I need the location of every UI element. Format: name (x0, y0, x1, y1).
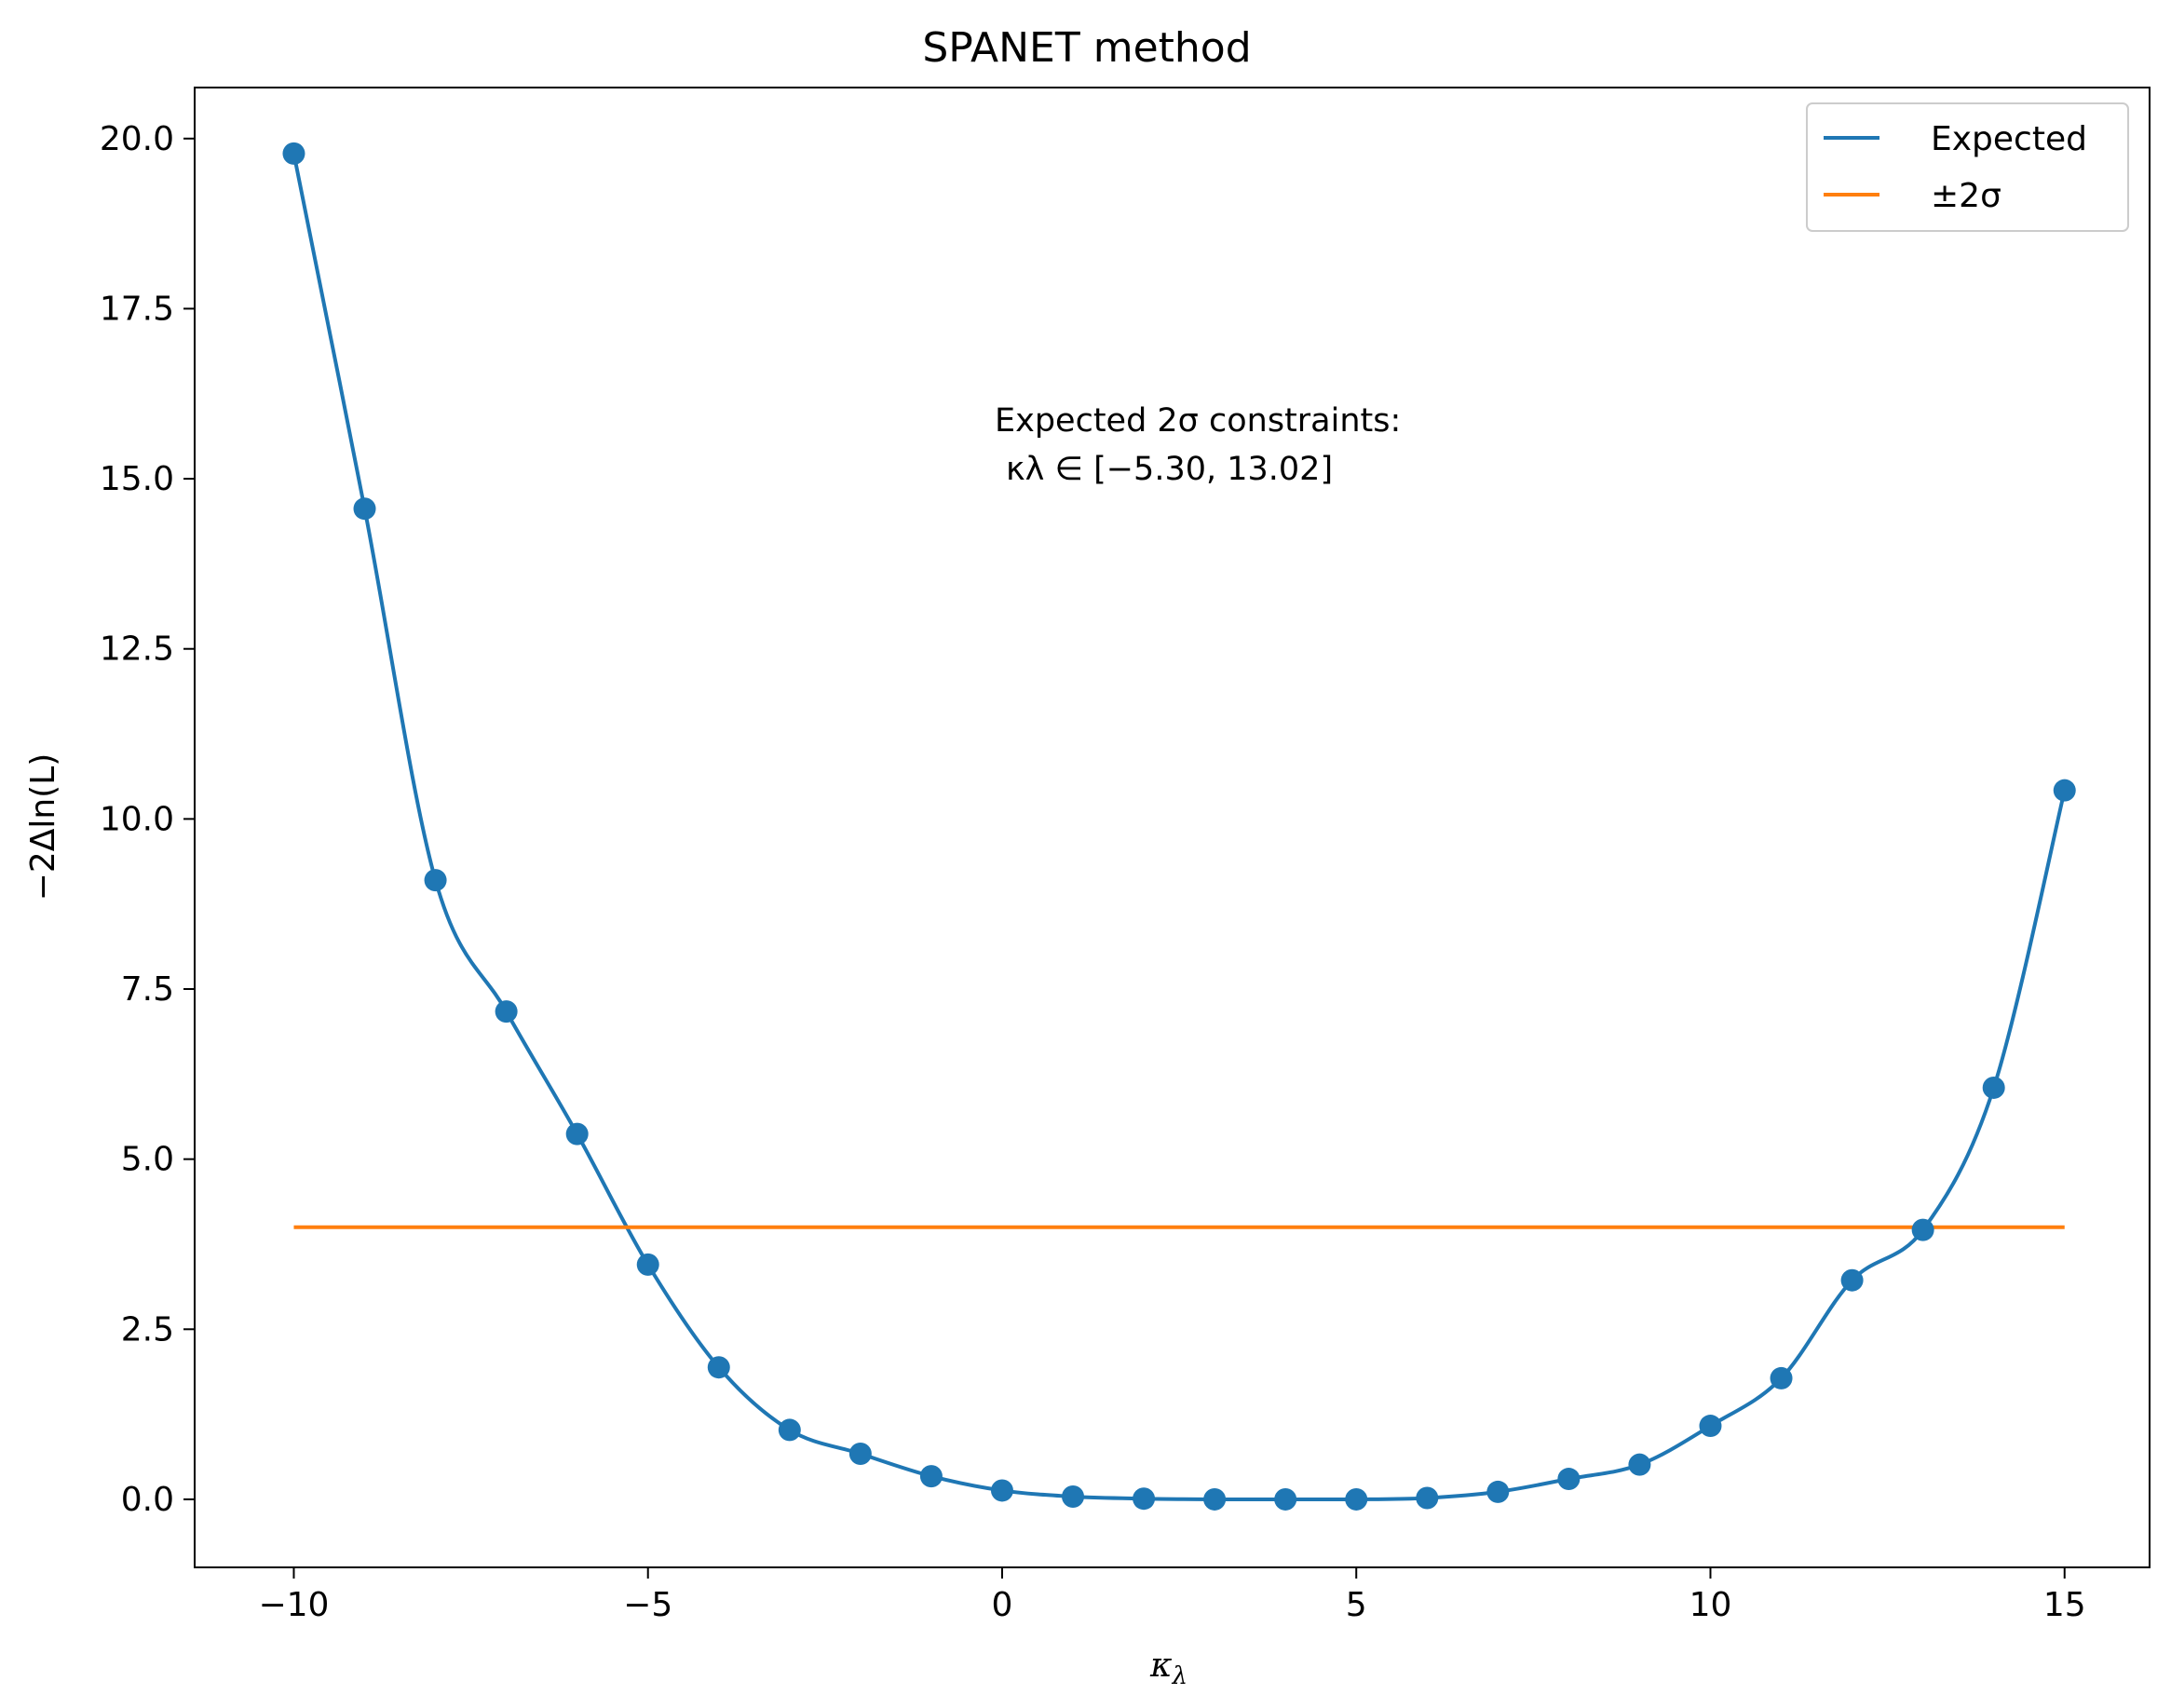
x-axis-label: κλ (1149, 1647, 1187, 1690)
annotation-line-2: κλ ∈ [−5.30, 13.02] (1006, 451, 1333, 488)
expected-point (1345, 1487, 1368, 1511)
expected-point (282, 142, 305, 165)
legend-label-expected: Expected (1931, 120, 2087, 158)
expected-point (1274, 1487, 1297, 1511)
expected-point (636, 1253, 659, 1276)
expected-point (1982, 1076, 2005, 1099)
expected-point (2053, 779, 2076, 802)
legend: Expected ±2σ (1806, 102, 2129, 232)
y-tick-label: 10.0 (100, 800, 174, 838)
expected-point (778, 1418, 801, 1442)
y-tick-label: 7.5 (121, 970, 174, 1009)
x-tick-label: 5 (1346, 1586, 1367, 1624)
x-tick-label: 10 (1689, 1586, 1732, 1624)
expected-point (565, 1122, 589, 1145)
x-tick-label: 15 (2043, 1586, 2086, 1624)
y-axis: 0.0 2.5 5.0 7.5 10.0 12.5 15.0 17.5 20.0 (100, 120, 195, 1519)
y-axis-label: −2Δln(L) (24, 753, 62, 901)
y-tick-label: 0.0 (121, 1481, 174, 1519)
y-tick-label: 15.0 (100, 460, 174, 498)
expected-point (1699, 1415, 1722, 1438)
expected-line (292, 153, 2067, 1502)
annotation-line-1: Expected 2σ constraints: (995, 402, 1401, 440)
series-layer (282, 142, 2076, 1511)
x-tick-label: −5 (623, 1586, 672, 1624)
expected-point (919, 1465, 943, 1488)
legend-box (1806, 102, 2129, 232)
expected-point (1770, 1366, 1793, 1389)
constraint-annotation: Expected 2σ constraints: κλ ∈ [−5.30, 13… (995, 402, 1401, 488)
y-tick-label: 5.0 (121, 1141, 174, 1179)
expected-point (1133, 1487, 1156, 1511)
y-tick-label: 2.5 (121, 1310, 174, 1349)
expected-point (1557, 1468, 1581, 1491)
expected-point (495, 1000, 518, 1023)
expected-point (707, 1356, 730, 1379)
expected-point (424, 869, 447, 892)
axes-frame (194, 87, 2151, 1568)
expected-point (353, 497, 376, 521)
legend-label-2sigma: ±2σ (1931, 177, 2001, 215)
y-tick-label: 20.0 (100, 120, 174, 158)
x-tick-label: −10 (258, 1586, 329, 1624)
x-tick-label: 0 (992, 1586, 1013, 1624)
expected-point (1203, 1487, 1227, 1511)
y-tick-label: 12.5 (100, 630, 174, 669)
expected-point (848, 1442, 872, 1465)
y-tick-label: 17.5 (100, 290, 174, 328)
expected-point (1062, 1485, 1085, 1509)
chart-title: SPANET method (922, 24, 1251, 72)
x-axis: −10 −5 0 5 10 15 (258, 1567, 2086, 1624)
expected-point (1911, 1218, 1934, 1241)
expected-point (990, 1479, 1013, 1502)
expected-point (1840, 1268, 1864, 1292)
plot-area (194, 87, 2151, 1568)
expected-point (1628, 1453, 1651, 1476)
expected-point (1416, 1486, 1439, 1510)
expected-point (1486, 1480, 1510, 1503)
